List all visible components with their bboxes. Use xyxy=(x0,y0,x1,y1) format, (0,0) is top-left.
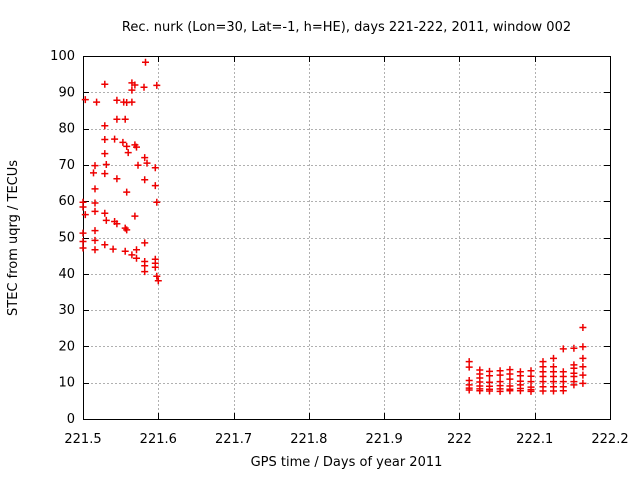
y-tick-label: 20 xyxy=(58,339,75,354)
x-tick-label: 221.8 xyxy=(290,432,327,447)
x-tick-label: 221.9 xyxy=(366,432,403,447)
y-tick-label: 70 xyxy=(58,158,75,173)
y-tick-label: 10 xyxy=(58,376,75,391)
y-tick-label: 0 xyxy=(67,412,75,427)
chart-title: Rec. nurk (Lon=30, Lat=-1, h=HE), days 2… xyxy=(121,20,572,35)
x-tick-label: 221.5 xyxy=(64,432,101,447)
x-tick-label: 222.2 xyxy=(591,432,628,447)
y-tick-label: 40 xyxy=(58,267,75,282)
x-tick-label: 222.1 xyxy=(516,432,553,447)
data-points xyxy=(79,58,587,395)
x-axis-label: GPS time / Days of year 2011 xyxy=(250,455,443,470)
y-tick-label: 50 xyxy=(58,231,75,246)
tick-labels: 221.5 221.6 221.7 221.8 221.9 222 222.1 222.2 0 1… xyxy=(50,49,628,447)
x-tick-label: 221.6 xyxy=(140,432,177,447)
y-tick-label: 90 xyxy=(58,85,75,100)
y-tick-label: 100 xyxy=(50,49,75,64)
axis-ticks xyxy=(83,56,611,420)
x-tick-label: 221.7 xyxy=(215,432,252,447)
grid-lines xyxy=(83,56,611,419)
y-tick-label: 80 xyxy=(58,122,75,137)
y-tick-label: 60 xyxy=(58,194,75,209)
x-tick-label: 222 xyxy=(447,432,472,447)
y-tick-label: 30 xyxy=(58,303,75,318)
